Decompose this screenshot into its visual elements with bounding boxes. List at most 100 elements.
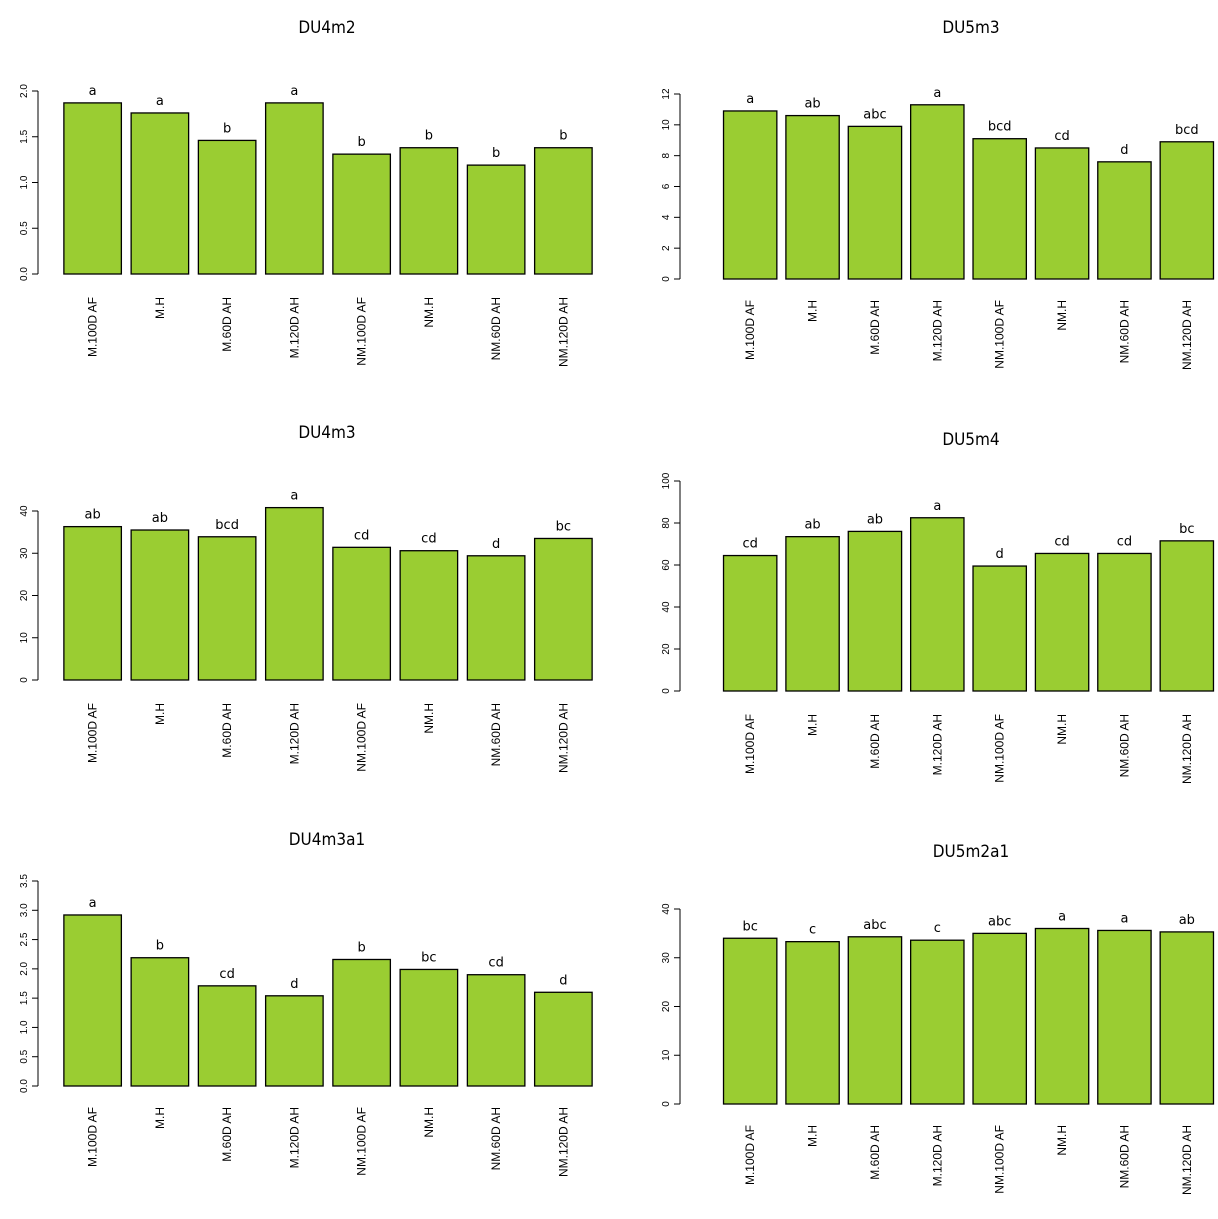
y-tick-label: 3.0	[19, 903, 30, 917]
bar	[533, 991, 593, 1087]
bar	[722, 110, 778, 280]
category-label: NM.60D AH	[1117, 300, 1131, 363]
bar	[399, 147, 459, 275]
bar	[197, 139, 257, 275]
category-label: NM.H	[422, 297, 436, 328]
bar	[197, 536, 257, 681]
category-label: M.H	[806, 714, 820, 736]
category-label: NM.60D AH	[489, 297, 503, 360]
significance-label: bc	[1179, 522, 1194, 537]
y-tick-label: 0.5	[19, 1049, 30, 1063]
category-label: NM.H	[1055, 1125, 1069, 1156]
bar	[785, 536, 840, 692]
bar	[1159, 931, 1215, 1105]
y-tick-label: 40	[661, 601, 672, 613]
significance-label: d	[492, 537, 500, 552]
bar	[785, 114, 840, 280]
significance-label: d	[290, 977, 298, 992]
bar	[1034, 927, 1090, 1105]
y-tick-label: 2.0	[19, 84, 30, 98]
category-label: M.H	[153, 1107, 167, 1129]
significance-label: cd	[488, 956, 503, 971]
y-tick-label: 30	[19, 547, 30, 559]
significance-label: bc	[742, 919, 757, 934]
significance-label: a	[1058, 910, 1066, 925]
bar	[722, 937, 778, 1105]
significance-label: d	[996, 547, 1004, 562]
category-label: NM.100D AF	[993, 300, 1007, 369]
category-label: M.60D AH	[868, 300, 882, 355]
y-tick-label: 2.5	[19, 932, 30, 946]
category-label: NM.100D AF	[355, 297, 369, 366]
significance-label: ab	[867, 512, 883, 527]
significance-label: a	[156, 94, 164, 109]
category-label: M.120D AH	[287, 703, 301, 764]
category-label: NM.100D AF	[355, 703, 369, 772]
significance-label: a	[933, 499, 941, 514]
significance-label: d	[559, 973, 567, 988]
bar	[399, 550, 459, 681]
y-tick-label: 10	[661, 1049, 672, 1061]
category-label: NM.120D AH	[556, 297, 570, 367]
y-tick-label: 40	[19, 505, 30, 517]
category-label: NM.H	[1055, 300, 1069, 331]
significance-label: cd	[219, 967, 234, 982]
y-tick-label: 1.0	[19, 1020, 30, 1034]
significance-label: b	[156, 939, 164, 954]
bar	[399, 968, 459, 1087]
significance-label: abc	[988, 914, 1011, 929]
y-tick-label: 1.0	[19, 175, 30, 189]
bar	[332, 958, 392, 1087]
significance-label: cd	[421, 532, 436, 547]
significance-label: b	[559, 129, 567, 144]
y-tick-label: 20	[661, 1001, 672, 1013]
category-label: M.120D AH	[930, 1125, 944, 1186]
category-label: M.120D AH	[287, 1107, 301, 1168]
y-tick-label: 40	[661, 903, 672, 915]
bar	[63, 914, 123, 1087]
category-label: M.100D AF	[743, 300, 757, 360]
category-label: M.100D AF	[86, 703, 100, 763]
category-label: NM.60D AH	[1117, 714, 1131, 777]
significance-label: a	[89, 84, 97, 99]
category-label: M.60D AH	[220, 1107, 234, 1162]
significance-label: bc	[556, 519, 571, 534]
y-tick-label: 0	[661, 688, 672, 694]
category-label: M.100D AF	[86, 297, 100, 357]
bar	[63, 525, 123, 681]
bar	[972, 138, 1028, 280]
bar	[264, 506, 324, 681]
significance-label: abc	[863, 918, 886, 933]
bar	[1034, 552, 1090, 692]
significance-label: b	[492, 146, 500, 161]
significance-label: ab	[804, 97, 820, 112]
significance-label: cd	[1054, 534, 1069, 549]
chart-panel: DU5m4 0 20 40 60 80 100 cd M.100D AF ab M.H ab M.60D…	[661, 430, 1215, 784]
significance-label: ab	[1179, 913, 1195, 928]
y-tick-label: 3.5	[19, 874, 30, 888]
category-label: M.60D AH	[868, 714, 882, 769]
y-tick-label: 0.5	[19, 221, 30, 235]
category-label: M.100D AF	[743, 1125, 757, 1185]
bar	[130, 957, 190, 1087]
category-label: NM.H	[422, 1107, 436, 1138]
bar	[1159, 540, 1215, 692]
significance-label: cd	[1054, 129, 1069, 144]
y-tick-label: 20	[19, 590, 30, 602]
category-label: M.100D AF	[86, 1107, 100, 1167]
category-label: NM.100D AF	[355, 1107, 369, 1176]
bar	[130, 529, 190, 681]
chart-title: DU5m3	[942, 18, 999, 38]
y-tick-label: 2.0	[19, 961, 30, 975]
bar	[972, 565, 1028, 692]
bar	[264, 102, 324, 275]
y-tick-label: 1.5	[19, 129, 30, 143]
category-label: NM.H	[1055, 714, 1069, 745]
bar	[847, 936, 903, 1105]
bar	[1097, 552, 1152, 692]
y-tick-label: 10	[661, 119, 672, 131]
chart-title: DU4m3a1	[289, 830, 365, 850]
